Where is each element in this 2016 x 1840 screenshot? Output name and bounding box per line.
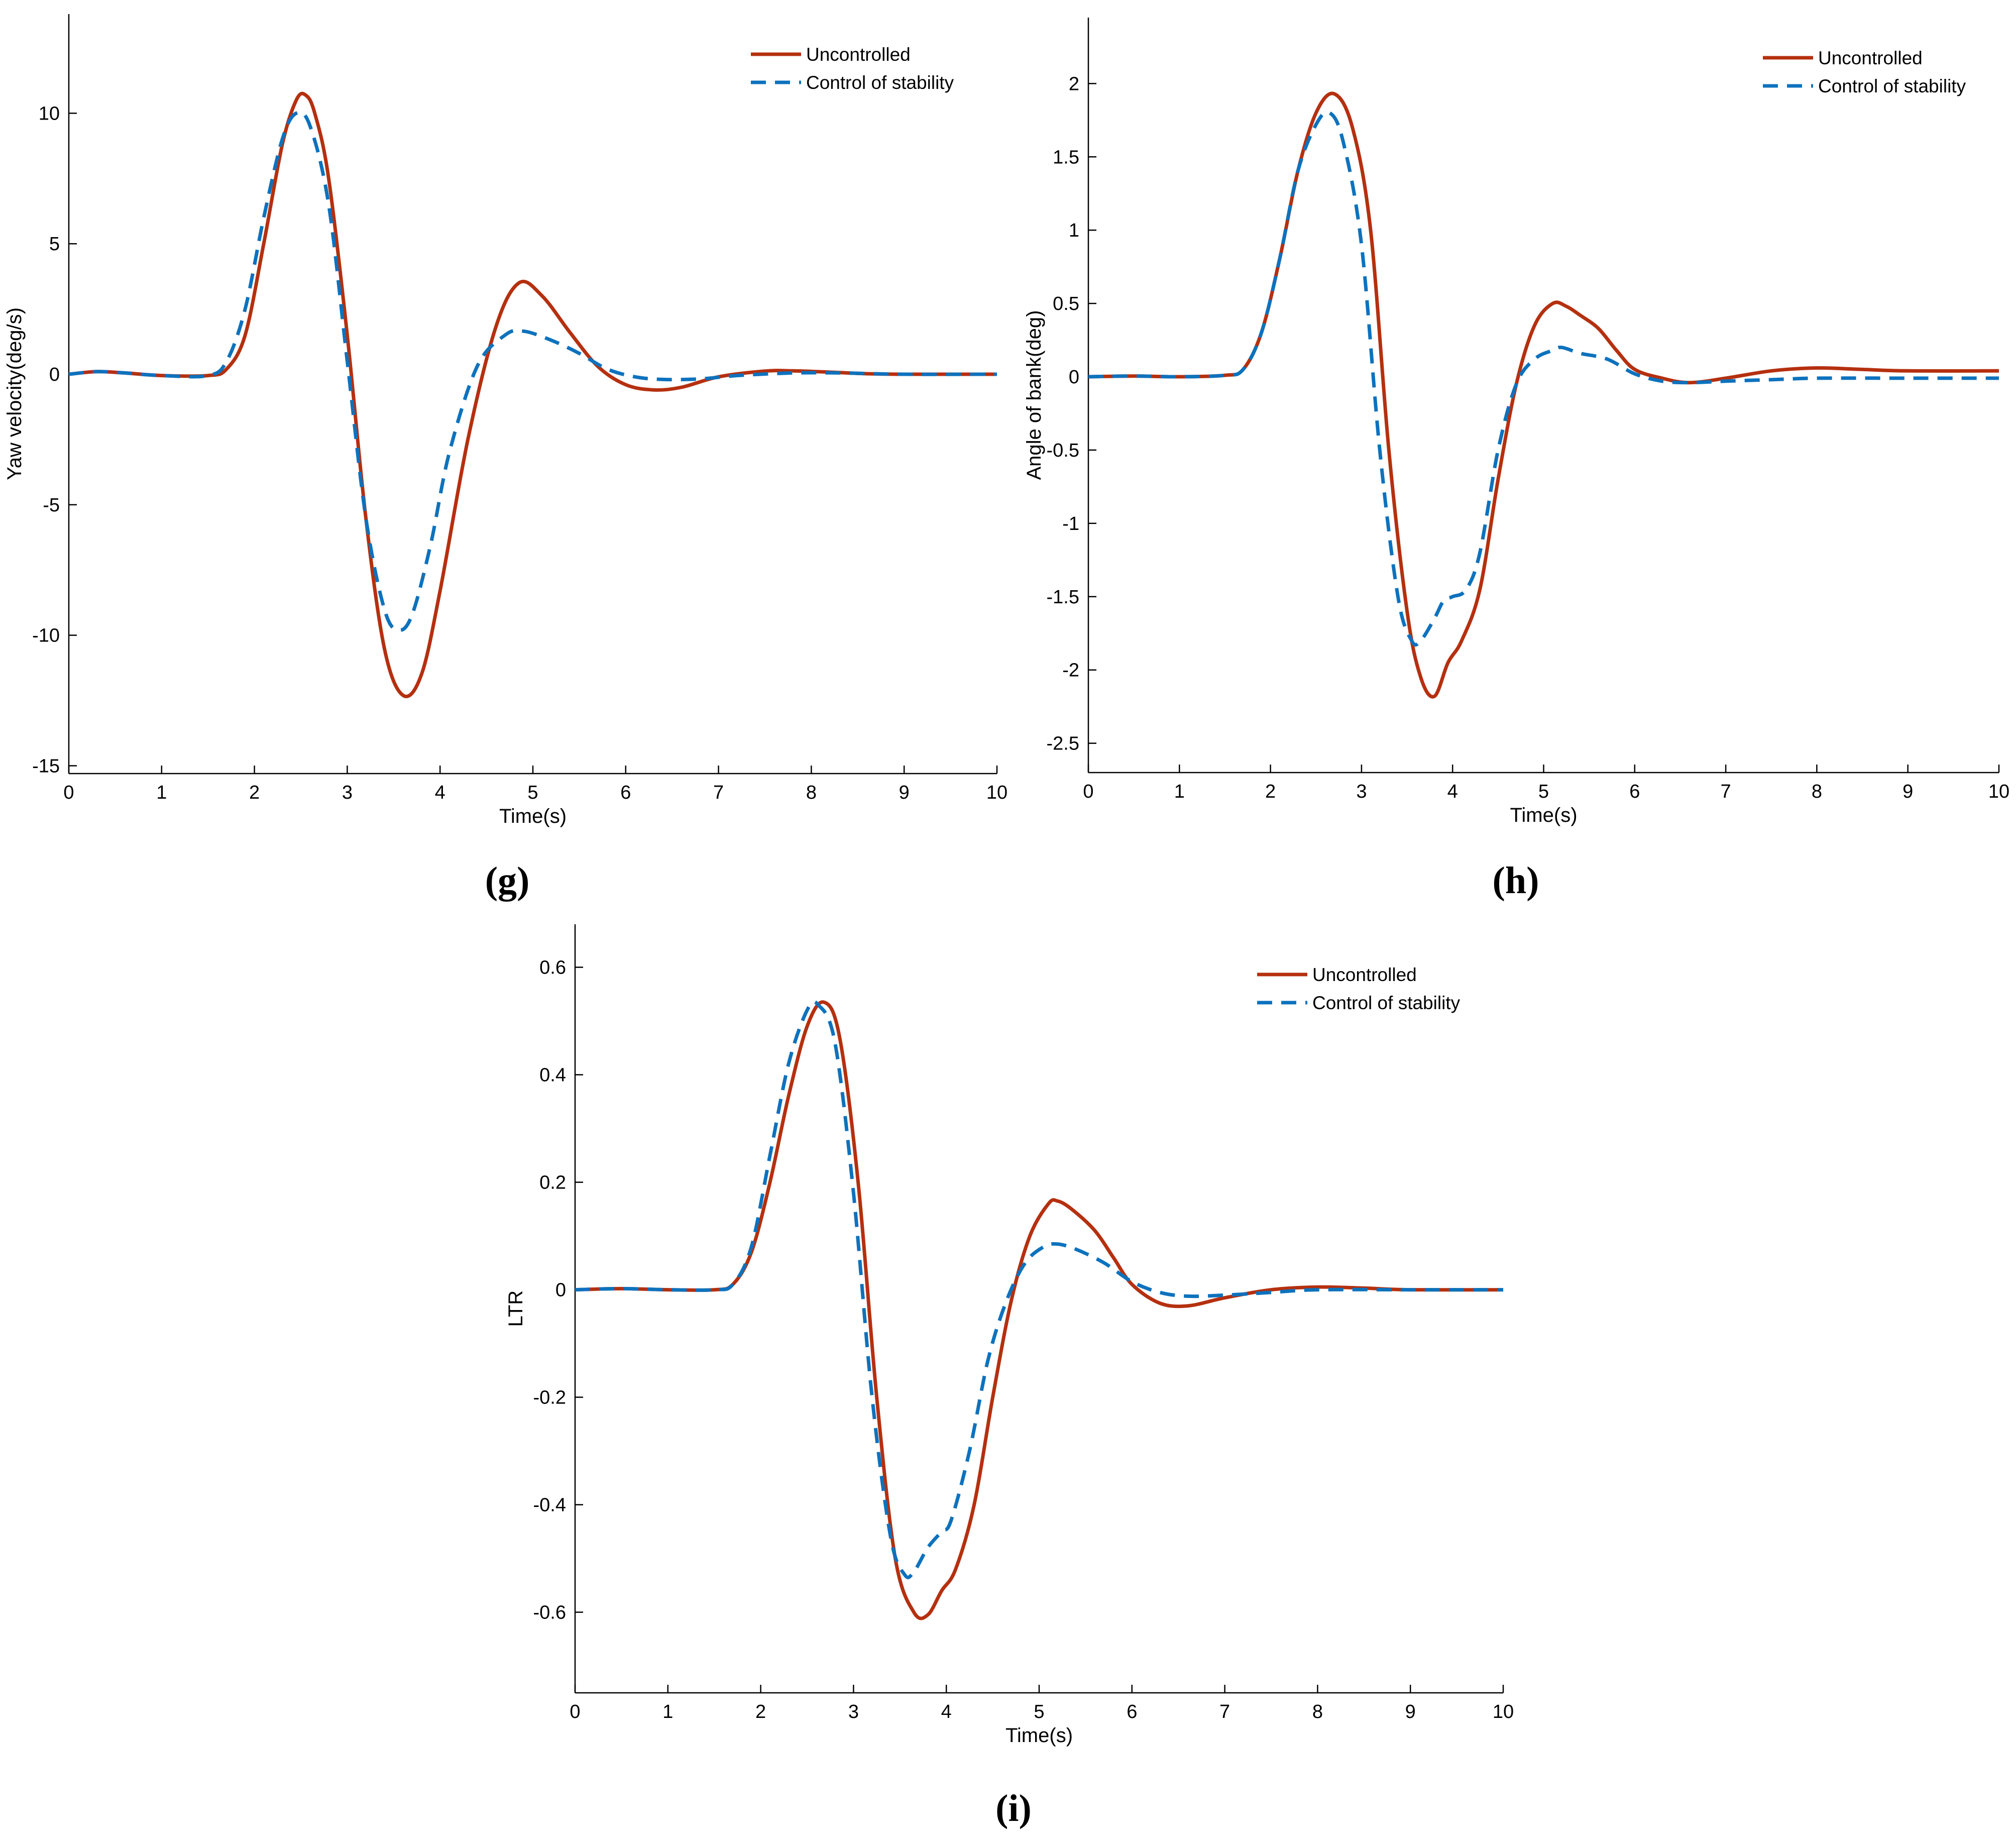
y-tick-label: -15 — [32, 755, 60, 777]
x-tick-label: 6 — [1629, 781, 1640, 802]
series-line-control-of-stability — [1088, 110, 1999, 647]
x-tick-label: 3 — [848, 1701, 859, 1722]
y-tick-label: 0.4 — [539, 1065, 566, 1086]
x-axis-label: Time(s) — [499, 805, 567, 827]
chart-g: 0 1 2 3 4 5 6 7 8 9 10 -15 -10 -5 0 5 10 Time(s) Yaw veloc… — [4, 14, 1007, 902]
x-tick-label: 2 — [1265, 781, 1276, 802]
x-tick-label: 0 — [1083, 781, 1093, 802]
y-axis-label: Yaw velocity(deg/s) — [4, 307, 26, 480]
y-tick-label: 10 — [39, 103, 60, 124]
y-tick-label: 0.5 — [1053, 293, 1079, 314]
y-tick-label: -1.5 — [1047, 587, 1079, 608]
x-tick-label: 10 — [1493, 1701, 1514, 1722]
x-tick-label: 4 — [435, 782, 445, 803]
legend-label: Uncontrolled — [806, 44, 911, 65]
x-tick-label: 1 — [156, 782, 167, 803]
x-tick-label: 8 — [806, 782, 817, 803]
y-tick-label: 0 — [555, 1280, 566, 1301]
x-tick-label: 1 — [1174, 781, 1185, 802]
legend-label: Control of stability — [1818, 76, 1966, 96]
x-tick-label: 7 — [713, 782, 724, 803]
y-tick-label: -0.6 — [533, 1602, 566, 1623]
y-tick-label: 0 — [1069, 367, 1079, 388]
x-tick-label: 6 — [1127, 1701, 1137, 1722]
y-tick-label: -10 — [32, 625, 60, 646]
x-tick-label: 8 — [1812, 781, 1822, 802]
x-axis-label: Time(s) — [1510, 804, 1577, 826]
x-tick-label: 0 — [570, 1701, 580, 1722]
x-tick-label: 6 — [620, 782, 631, 803]
y-tick-label: -5 — [43, 495, 60, 516]
legend-label: Control of stability — [1312, 993, 1461, 1013]
panel-label: (g) — [485, 859, 530, 902]
x-tick-label: 3 — [1356, 781, 1367, 802]
x-tick-label: 0 — [63, 782, 74, 803]
y-tick-label: 0.2 — [539, 1172, 566, 1194]
y-tick-label: -2 — [1062, 660, 1079, 681]
y-tick-label: 0 — [49, 364, 60, 385]
x-tick-label: 9 — [1405, 1701, 1416, 1722]
series-line-uncontrolled — [68, 91, 997, 698]
x-tick-label: 3 — [342, 782, 353, 803]
x-tick-label: 8 — [1312, 1701, 1323, 1722]
x-tick-label: 5 — [527, 782, 538, 803]
chart-i: 0 1 2 3 4 5 6 7 8 9 10 -0.6 -0.4 -0.2 0 0.2 0.4 0.6 Time(s… — [505, 924, 1514, 1829]
x-tick-label: 2 — [755, 1701, 766, 1722]
y-axis-label: LTR — [505, 1290, 527, 1327]
x-tick-label: 10 — [1988, 781, 2009, 802]
x-tick-label: 2 — [249, 782, 260, 803]
x-tick-label: 4 — [1447, 781, 1458, 802]
series-line-control-of-stability — [68, 110, 997, 632]
y-tick-label: -0.5 — [1047, 440, 1079, 461]
x-tick-label: 1 — [662, 1701, 673, 1722]
series-line-uncontrolled — [575, 1000, 1504, 1620]
x-tick-label: 5 — [1034, 1701, 1044, 1722]
x-tick-label: 4 — [941, 1701, 952, 1722]
y-tick-label: 1.5 — [1053, 147, 1079, 168]
x-tick-label: 10 — [986, 782, 1007, 803]
series-line-uncontrolled — [1088, 91, 1999, 699]
y-tick-label: -2.5 — [1047, 733, 1079, 754]
y-tick-label: 1 — [1069, 220, 1079, 241]
x-tick-label: 9 — [899, 782, 910, 803]
x-tick-label: 9 — [1902, 781, 1913, 802]
x-axis-label: Time(s) — [1005, 1724, 1073, 1747]
series-line-control-of-stability — [575, 1000, 1503, 1579]
y-tick-label: 5 — [49, 234, 60, 255]
x-tick-label: 5 — [1538, 781, 1549, 802]
y-axis-label: Angle of bank(deg) — [1023, 310, 1045, 480]
x-tick-label: 7 — [1219, 1701, 1230, 1722]
legend-label: Uncontrolled — [1818, 48, 1923, 68]
x-tick-label: 7 — [1721, 781, 1731, 802]
chart-h: 0 1 2 3 4 5 6 7 8 9 10 -2.5 -2 -1.5 -1 -0.5 0 0.5 1 1.5 2 Tim… — [1023, 18, 2009, 902]
panel-label: (i) — [995, 1787, 1032, 1829]
y-tick-label: -0.4 — [533, 1495, 566, 1516]
y-tick-label: -1 — [1062, 513, 1079, 534]
legend-label: Uncontrolled — [1312, 964, 1417, 985]
panel-label: (h) — [1493, 859, 1539, 902]
y-tick-label: 0.6 — [539, 957, 566, 979]
y-tick-label: -0.2 — [533, 1387, 566, 1409]
legend-label: Control of stability — [806, 72, 954, 93]
y-tick-label: 2 — [1069, 73, 1079, 94]
